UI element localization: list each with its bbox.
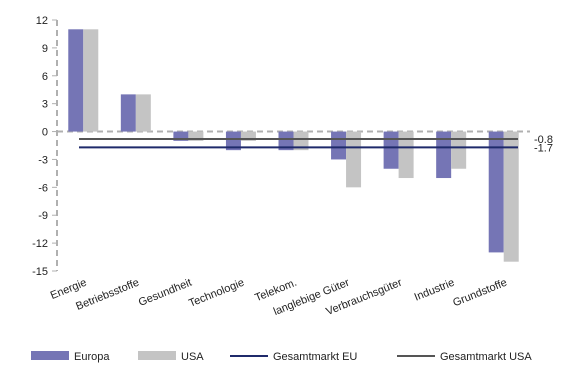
bar-europa-0 — [68, 29, 84, 132]
category-label: Industrie — [413, 277, 457, 304]
legend-label: USA — [181, 351, 204, 363]
category-label: Grundstoffe — [451, 277, 509, 310]
y-tick-label: -9 — [38, 210, 48, 222]
y-tick-label: -3 — [38, 154, 48, 166]
bar-europa-5 — [331, 131, 347, 160]
reference-line-label: -1.7 — [534, 142, 553, 154]
bar-usa-6 — [398, 131, 414, 179]
bar-europa-7 — [436, 131, 452, 179]
legend-label: Europa — [74, 351, 110, 363]
bar-usa-5 — [346, 131, 362, 188]
y-tick-label: 3 — [42, 99, 48, 111]
y-tick-label: 0 — [42, 127, 48, 139]
bar-usa-7 — [451, 131, 467, 169]
bar-usa-4 — [293, 131, 309, 151]
y-tick-label: -6 — [38, 182, 48, 194]
y-tick-label: -15 — [32, 266, 48, 278]
bar-usa-2 — [188, 131, 204, 141]
y-tick-label: 9 — [42, 43, 48, 55]
y-tick-label: 6 — [42, 71, 48, 83]
plot-area: 129630-3-6-9-12-15EnergieBetriebsstoffeG… — [32, 15, 553, 318]
bar-usa-1 — [135, 94, 151, 132]
bar-europa-2 — [173, 131, 189, 141]
bar-europa-1 — [120, 94, 136, 132]
y-tick-label: -12 — [32, 238, 48, 250]
reference-line-label: -0.8 — [534, 134, 553, 146]
bar-usa-8 — [503, 131, 519, 262]
legend-label: Gesamtmarkt EU — [273, 351, 357, 363]
legend-swatch-0 — [31, 351, 69, 360]
category-label: Gesundheit — [137, 277, 194, 309]
legend-swatch-1 — [138, 351, 176, 360]
y-tick-label: 12 — [36, 15, 48, 27]
category-label: Technologie — [187, 277, 246, 310]
bar-europa-8 — [488, 131, 504, 253]
legend: Europa USA Gesamtmarkt EU Gesamtmarkt USA — [31, 351, 532, 363]
bar-europa-4 — [278, 131, 294, 151]
legend-label: Gesamtmarkt USA — [440, 351, 532, 363]
bar-europa-3 — [225, 131, 241, 151]
bar-usa-3 — [240, 131, 256, 141]
bar-usa-0 — [83, 29, 99, 132]
bar-europa-6 — [383, 131, 399, 169]
